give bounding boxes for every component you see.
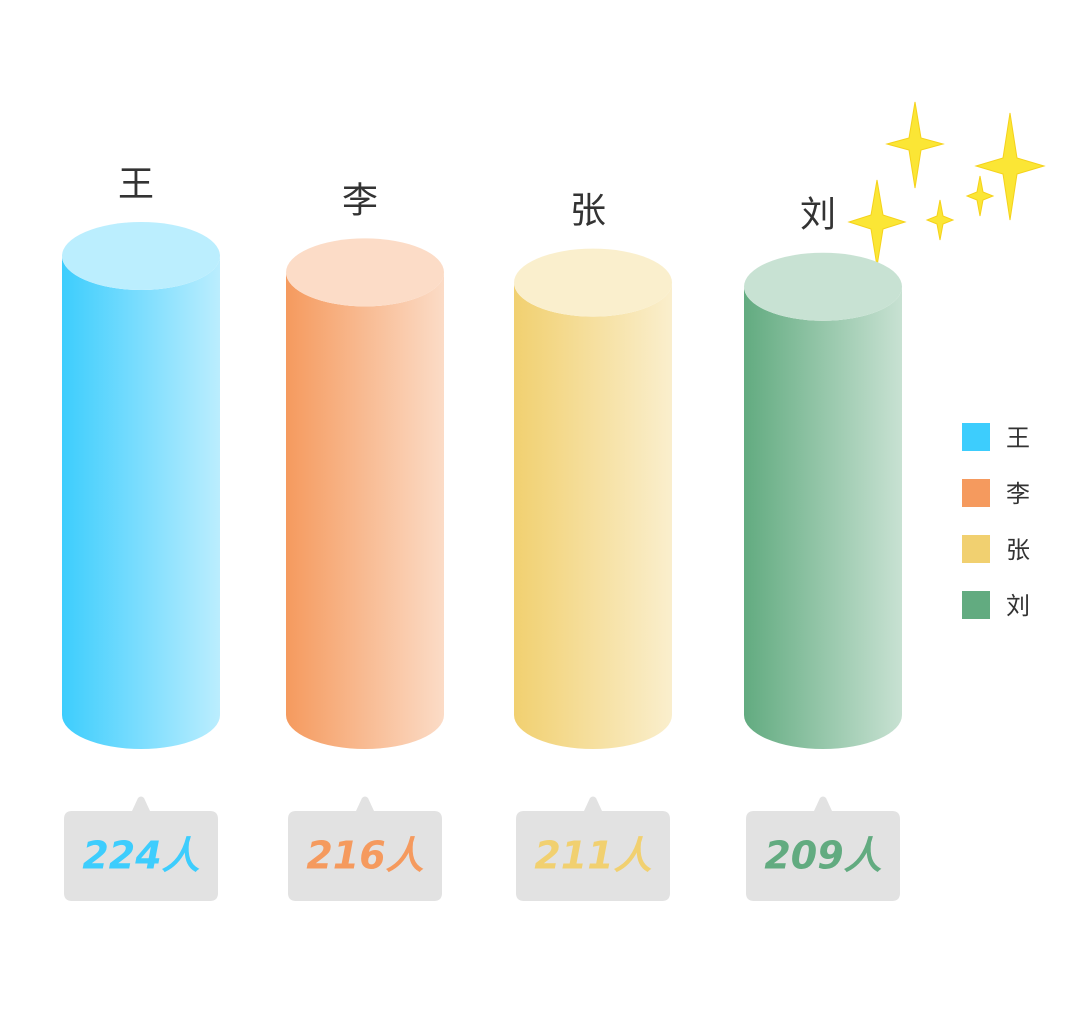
cylinder-top-base [744, 252, 902, 321]
legend-swatch [962, 423, 990, 451]
cylinder-top-base [514, 248, 672, 317]
cylinder-top [514, 248, 672, 317]
cylinder [514, 282, 672, 749]
value-label: 209人 [764, 834, 881, 878]
legend-label: 王 [1006, 424, 1030, 452]
category-label: 张 [570, 191, 606, 232]
sparkles [847, 101, 1046, 267]
cylinder-top [744, 252, 902, 321]
value-label: 211人 [534, 834, 651, 878]
legend-swatch [962, 479, 990, 507]
legend-label: 刘 [1006, 592, 1030, 620]
category-label: 李 [342, 180, 378, 221]
legend-label: 张 [1006, 536, 1030, 564]
value-label: 216人 [306, 834, 423, 878]
value-box [64, 796, 218, 901]
category-label: 王 [118, 164, 154, 205]
value-box [288, 796, 442, 901]
value-box [516, 796, 670, 901]
cylinder-top [286, 238, 444, 307]
value-label: 224人 [82, 834, 199, 878]
cylinder [744, 286, 902, 749]
cylinder [62, 256, 220, 749]
cylinder [286, 272, 444, 749]
cylinder-top-base [62, 222, 220, 290]
legend-swatch [962, 535, 990, 563]
cylinder-top-base [286, 238, 444, 307]
value-box [746, 796, 900, 901]
legend-label: 李 [1006, 480, 1030, 508]
category-label: 刘 [800, 195, 836, 236]
cylinder-top [62, 222, 220, 290]
legend-swatch [962, 591, 990, 619]
